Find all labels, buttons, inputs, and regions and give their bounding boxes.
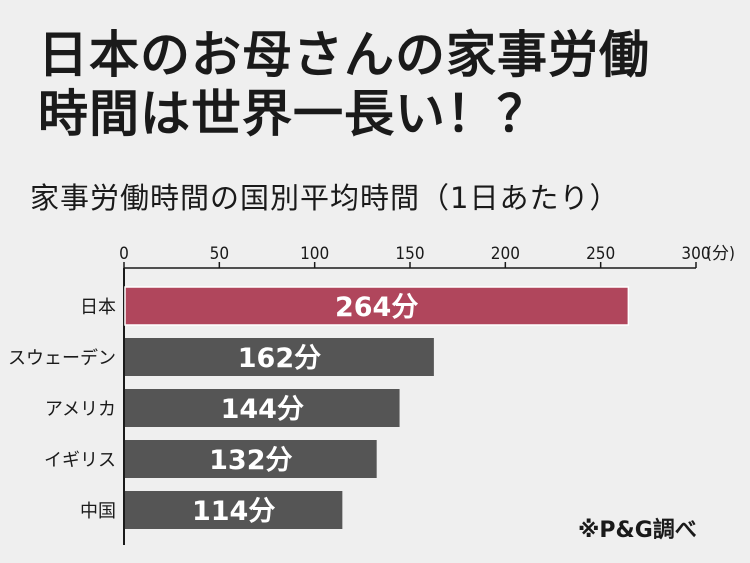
bar <box>125 440 377 478</box>
category-label: 日本 <box>80 297 116 318</box>
x-tick-label: 300 <box>681 244 710 264</box>
bar <box>125 491 343 529</box>
data-label: 264分 <box>335 292 418 323</box>
bar <box>125 338 434 376</box>
data-label: 144分 <box>221 394 304 425</box>
chart-title: 家事労働時間の国別平均時間（1日あたり） <box>30 181 620 215</box>
source-note: ※P&G調べ <box>578 518 697 543</box>
category-label: スウェーデン <box>8 348 116 369</box>
category-label: アメリカ <box>45 399 116 420</box>
title-line-2: 時間は世界一長い！？ <box>38 85 548 143</box>
x-tick-label: 150 <box>395 244 424 264</box>
x-tick-label: 50 <box>210 244 229 264</box>
title-line-1: 日本のお母さんの家事労働 <box>38 26 650 84</box>
x-tick-label: 100 <box>300 244 329 264</box>
x-tick-label: 0 <box>119 244 129 264</box>
page-title: 日本のお母さんの家事労働 時間は世界一長い！？ <box>38 26 650 144</box>
category-label: 中国 <box>80 501 116 522</box>
bar <box>125 389 400 427</box>
bar <box>124 286 630 326</box>
x-unit-label: (分) <box>706 244 735 264</box>
x-tick-label: 250 <box>586 244 615 264</box>
data-label: 114分 <box>192 496 275 527</box>
x-tick-label: 200 <box>491 244 520 264</box>
category-label: イギリス <box>44 450 116 471</box>
data-label: 162分 <box>238 343 321 374</box>
data-label: 132分 <box>209 445 292 476</box>
